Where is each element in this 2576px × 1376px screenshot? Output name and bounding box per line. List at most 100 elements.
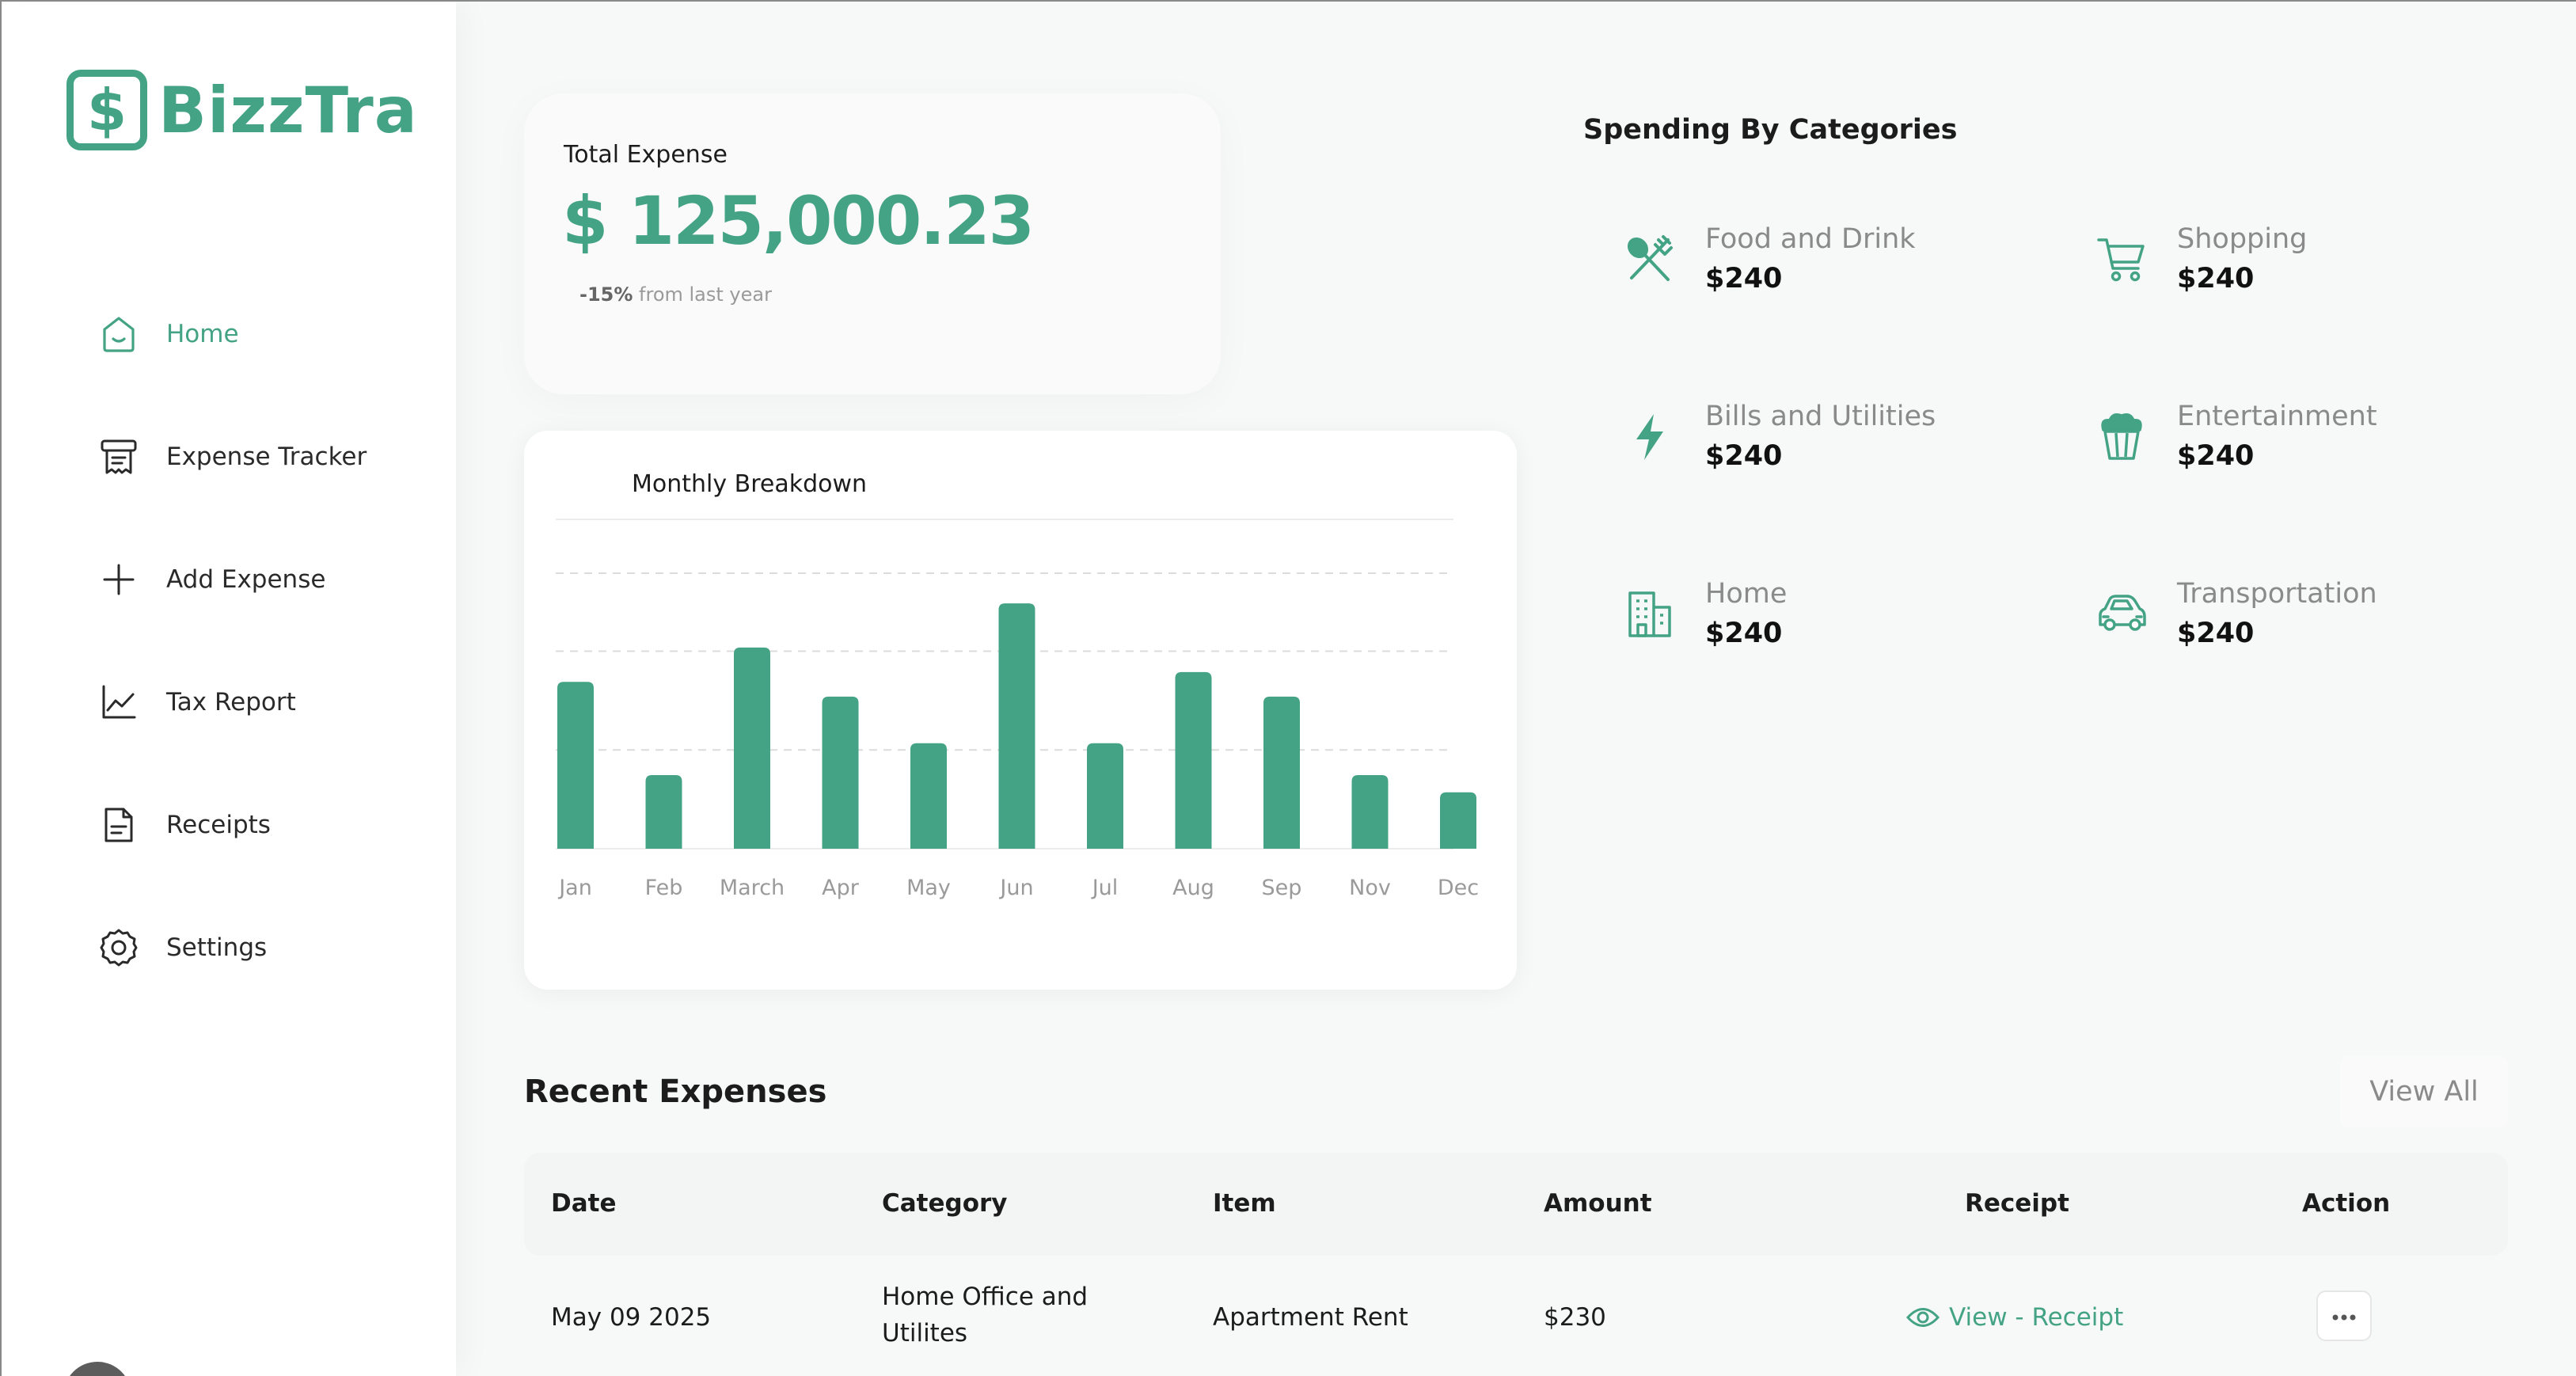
sidebar: $ BizzTra Home Expense Tracker (2, 2, 456, 1376)
chart-bar-aug[interactable] (1175, 671, 1212, 849)
eye-icon (1906, 1306, 1940, 1329)
car-icon (2082, 575, 2161, 654)
chart-bar-apr[interactable] (822, 696, 859, 849)
sidebar-item-expense-tracker[interactable]: Expense Tracker (97, 395, 367, 518)
change-percent: -15% (579, 283, 633, 306)
category-value: $240 (2177, 440, 2255, 472)
row-action-menu-button[interactable] (2316, 1290, 2372, 1341)
gear-icon (97, 926, 141, 970)
document-icon (97, 803, 141, 847)
category-value: $240 (1705, 618, 1783, 649)
row-date: May 09 2025 (551, 1303, 712, 1332)
column-header-amount: Amount (1544, 1189, 1652, 1218)
lightning-icon (1610, 397, 1689, 477)
row-amount: $230 (1544, 1303, 1606, 1332)
column-header-receipt: Receipt (1965, 1189, 2069, 1218)
table-header: Date Category Item Amount Receipt Action (524, 1153, 2508, 1256)
line-chart-icon (97, 680, 141, 724)
dollar-logo-icon: $ (66, 70, 147, 150)
recent-expenses-title: Recent Expenses (524, 1074, 827, 1110)
chart-title: Monthly Breakdown (632, 470, 868, 498)
sidebar-item-home[interactable]: Home (97, 272, 367, 395)
shopping-cart-icon (2082, 220, 2161, 299)
view-all-button[interactable]: View All (2340, 1056, 2508, 1127)
row-category-line2: Utilites (882, 1319, 968, 1347)
home-icon (97, 312, 141, 356)
chart-x-tick-label: Dec (1438, 876, 1479, 900)
category-value: $240 (2177, 263, 2255, 295)
utensils-icon (1610, 220, 1689, 299)
column-header-action: Action (2302, 1189, 2391, 1218)
total-expense-amount: $ 125,000.23 (562, 182, 1035, 260)
chart-x-tick-label: Aug (1172, 876, 1214, 900)
chart-x-tick-label: Feb (645, 876, 683, 900)
monthly-breakdown-card: Jan Feb March Apr May Jun Jul Aug Sep Nov Dec Mont… (524, 431, 1517, 990)
chart-bar-jun[interactable] (998, 603, 1035, 849)
category-transportation[interactable]: Transportation $240 (2082, 575, 2377, 654)
category-value: $240 (1705, 440, 1783, 472)
chart-x-tick-label: Sep (1262, 876, 1302, 900)
receipt-tracker-icon (97, 435, 141, 479)
chart-bar-may[interactable] (910, 743, 947, 849)
chart-x-tick-label: Jan (557, 876, 592, 900)
category-name: Entertainment (2177, 401, 2377, 432)
app-name: BizzTra (158, 73, 418, 147)
total-expense-card: Total Expense $ 125,000.23 -15% from las… (524, 93, 1221, 394)
sidebar-item-label: Settings (166, 933, 268, 962)
category-name: Shopping (2177, 223, 2308, 255)
column-header-date: Date (551, 1189, 617, 1218)
category-entertainment[interactable]: Entertainment $240 (2082, 397, 2377, 477)
sidebar-item-tax-report[interactable]: Tax Report (97, 640, 367, 763)
sidebar-item-label: Receipts (166, 810, 271, 839)
chart-bar-sep[interactable] (1263, 696, 1300, 849)
sidebar-item-label: Add Expense (166, 564, 326, 594)
category-home[interactable]: Home $240 (1610, 575, 1787, 654)
sidebar-item-label: Expense Tracker (166, 442, 367, 471)
spending-categories-title: Spending By Categories (1583, 114, 1958, 146)
sidebar-nav: Home Expense Tracker Add Expense (97, 272, 367, 1009)
total-expense-title: Total Expense (564, 141, 728, 169)
chart-x-tick-label: Nov (1349, 876, 1391, 900)
total-expense-change: -15% from last year (579, 283, 772, 306)
building-icon (1610, 575, 1689, 654)
category-value: $240 (1705, 263, 1783, 295)
app-logo[interactable]: $ BizzTra (66, 70, 418, 150)
category-name: Food and Drink (1705, 223, 1916, 255)
chart-bar-jan[interactable] (557, 682, 594, 849)
category-name: Transportation (2177, 578, 2377, 610)
sidebar-item-label: Home (166, 319, 239, 348)
category-bills-and-utilities[interactable]: Bills and Utilities $240 (1610, 397, 1936, 477)
category-value: $240 (2177, 618, 2255, 649)
chart-x-tick-label: May (906, 876, 951, 900)
view-receipt-label: View - Receipt (1949, 1303, 2124, 1332)
avatar[interactable] (63, 1362, 131, 1376)
chart-x-tick-label: Jul (1091, 876, 1119, 900)
category-name: Home (1705, 578, 1788, 610)
column-header-category: Category (882, 1189, 1008, 1218)
view-receipt-link[interactable]: View - Receipt (1906, 1303, 2123, 1332)
plus-icon (97, 557, 141, 602)
chart-bar-dec[interactable] (1440, 792, 1476, 849)
sidebar-item-settings[interactable]: Settings (97, 886, 367, 1009)
chart-x-tick-label: Jun (998, 876, 1033, 900)
sidebar-item-receipts[interactable]: Receipts (97, 763, 367, 886)
monthly-breakdown-chart: Jan Feb March Apr May Jun Jul Aug Sep Nov Dec (556, 519, 1479, 900)
chart-bar-march[interactable] (734, 647, 770, 849)
category-name: Bills and Utilities (1705, 401, 1936, 432)
row-item: Apartment Rent (1213, 1303, 1408, 1332)
chart-bar-jul[interactable] (1087, 743, 1123, 849)
sidebar-item-label: Tax Report (166, 687, 296, 717)
chart-bar-nov[interactable] (1351, 775, 1389, 849)
chart-bar-feb[interactable] (645, 775, 682, 849)
row-category-line1: Home Office and (882, 1283, 1089, 1311)
category-shopping[interactable]: Shopping $240 (2082, 220, 2307, 299)
chart-x-tick-label: Apr (822, 876, 860, 900)
change-caption: from last year (633, 283, 772, 306)
column-header-item: Item (1213, 1189, 1276, 1218)
category-food-and-drink[interactable]: Food and Drink $240 (1610, 220, 1916, 299)
popcorn-icon (2082, 397, 2161, 477)
more-dots-icon (2332, 1309, 2356, 1324)
chart-x-tick-label: March (720, 876, 785, 900)
sidebar-item-add-expense[interactable]: Add Expense (97, 518, 367, 640)
